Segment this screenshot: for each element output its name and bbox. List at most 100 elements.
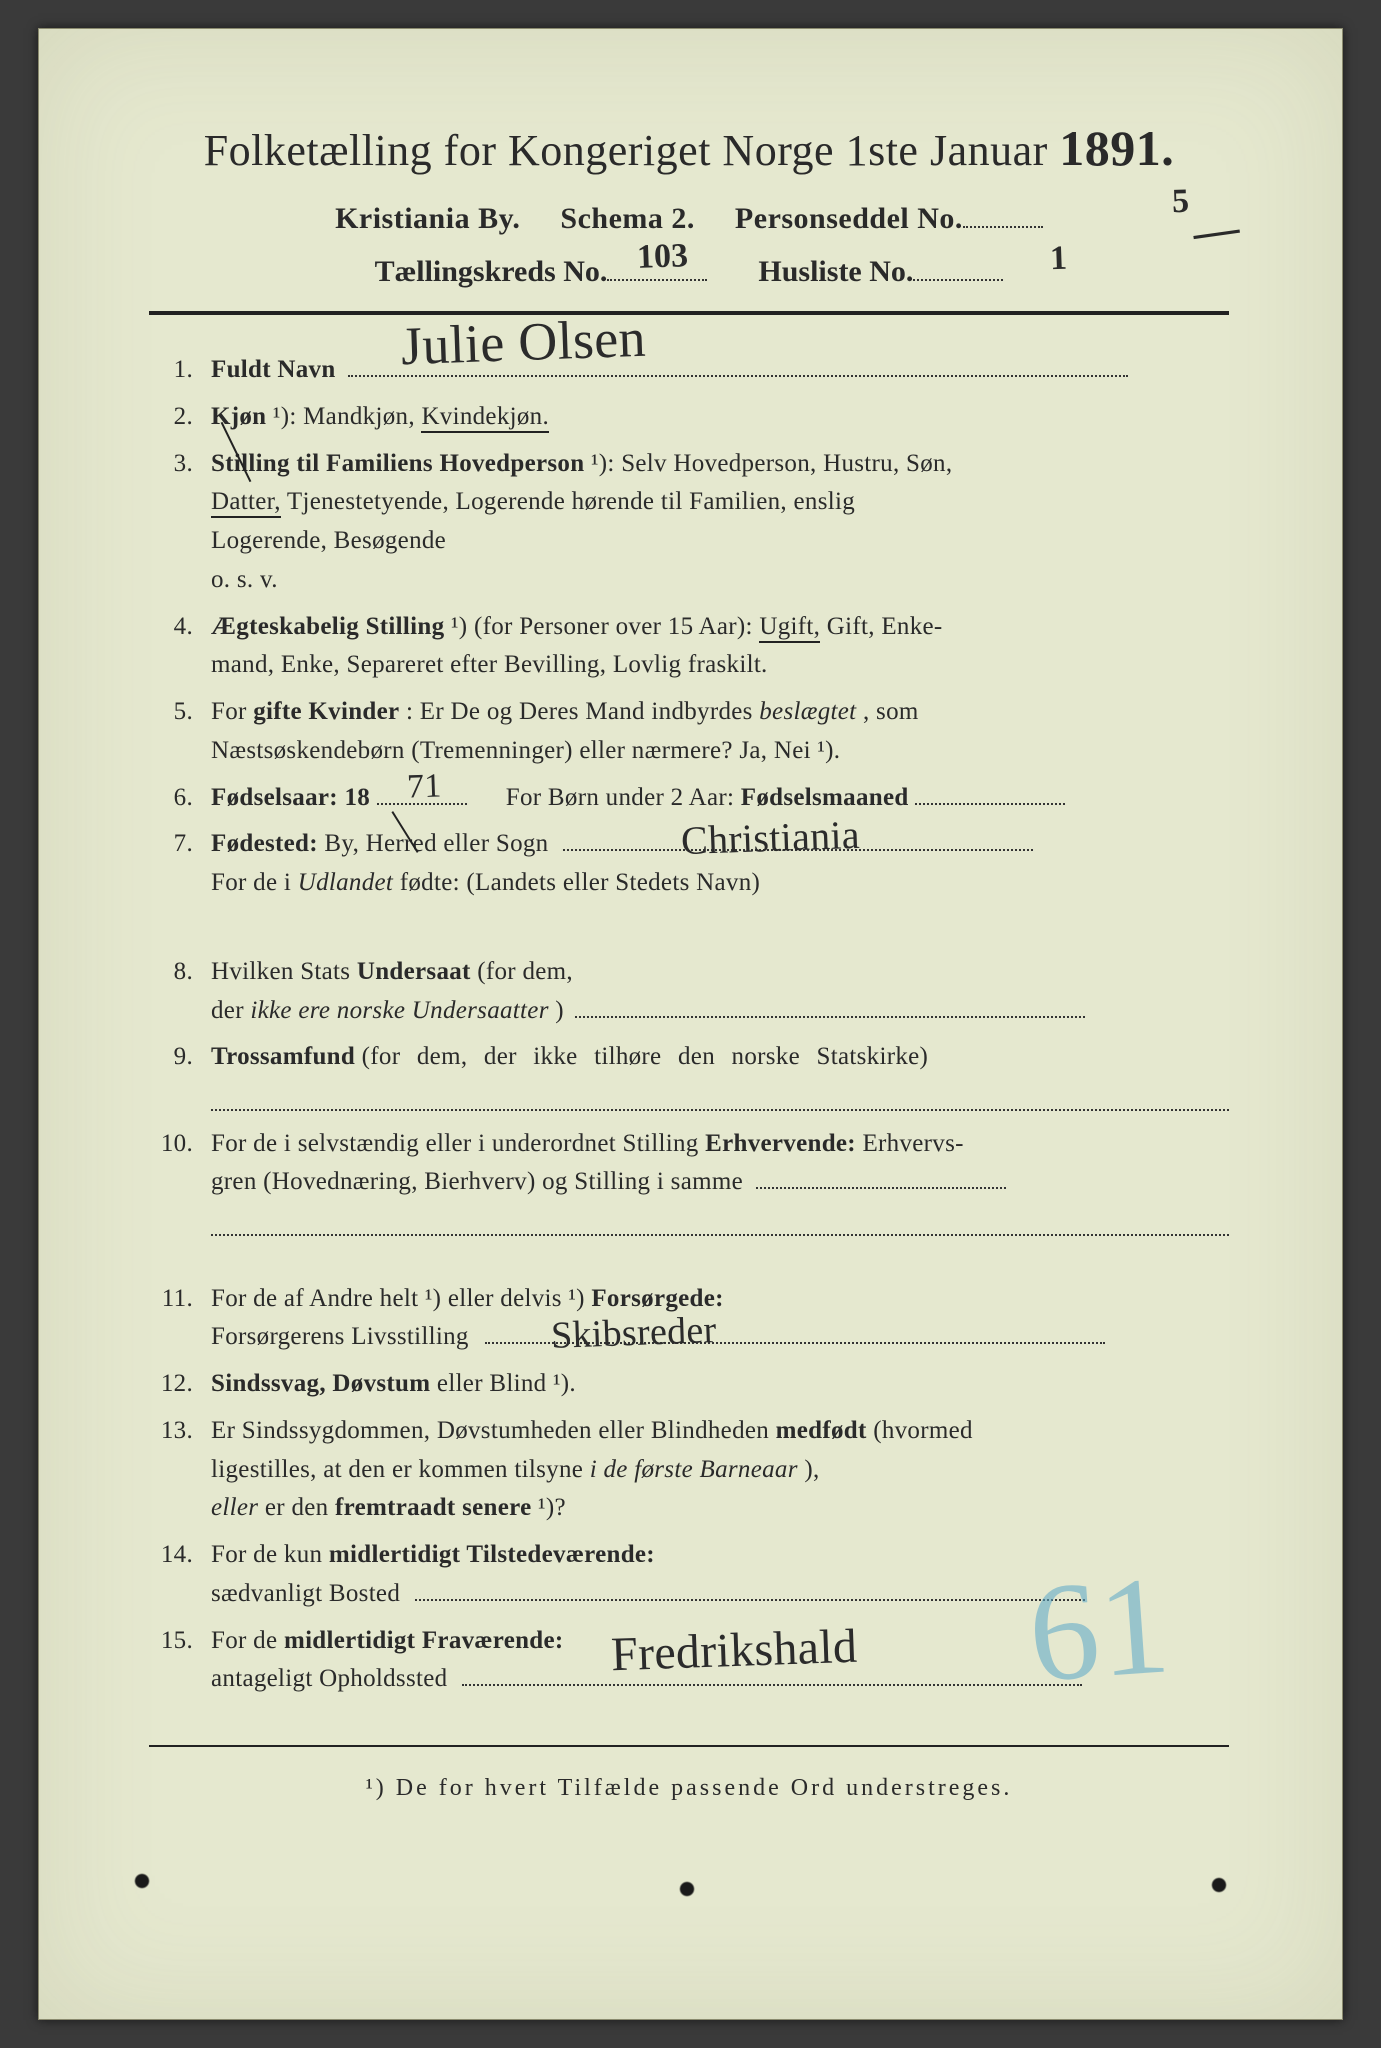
q1: 1. Fuldt Navn Julie Olsen	[149, 351, 1229, 390]
name-value: Julie Olsen	[400, 297, 648, 389]
q10: 10. For de i selvstændig eller i underor…	[149, 1125, 1229, 1242]
personseddel-label: Personseddel No.	[735, 202, 963, 235]
q2-label: Kjøn	[211, 403, 266, 430]
q7-line2b: fødte: (Landets eller Stedets Navn)	[400, 869, 760, 896]
footnote: ¹) De for hvert Tilfælde passende Ord un…	[149, 1775, 1229, 1802]
q3-line1: Selv Hovedperson, Hustru, Søn,	[621, 450, 952, 477]
q13-2b: ),	[804, 1456, 819, 1483]
q6-label: Fødselsaar: 18	[211, 784, 370, 811]
q15-line2: antageligt Opholdssted	[211, 1665, 447, 1692]
punch-hole	[679, 1881, 695, 1897]
punch-hole	[134, 1873, 150, 1889]
q13: 13. Er Sindssygdommen, Døvstumheden elle…	[149, 1412, 1229, 1528]
q13-2a: ligestilles, at den er kommen tilsyne	[211, 1456, 590, 1483]
q14-line2: sædvanligt Bosted	[211, 1580, 400, 1607]
q8-line2i: ikke ere norske Undersaatter	[250, 997, 548, 1024]
personseddel-no: 5	[1171, 183, 1190, 222]
q4: 4. Ægteskabelig Stilling ¹) (for Persone…	[149, 608, 1229, 686]
kreds-no: 103	[636, 237, 688, 277]
q3: 3. Stilling til Familiens Hovedperson ¹)…	[149, 445, 1229, 600]
q5-rest2: , som	[863, 698, 919, 725]
q15-pre: For de	[211, 1627, 284, 1654]
q13-2i: i de første Barneaar	[590, 1456, 798, 1483]
q-num: 9.	[149, 1038, 211, 1116]
q10-pre: For de i selvstændig eller i underordnet…	[211, 1130, 705, 1157]
subtitle-2: Tællingskreds No. Husliste No. 103 1	[149, 254, 1229, 289]
q5-ital: beslægtet	[759, 698, 856, 725]
q13-3i: eller	[211, 1494, 258, 1521]
q9-label: Trossamfund	[211, 1043, 355, 1070]
q5-label: gifte Kvinder	[253, 698, 399, 725]
q9: 9. Trossamfund (for dem, der ikke tilhør…	[149, 1038, 1229, 1116]
q10-rest: Erhvervs-	[862, 1130, 963, 1157]
q12: 12. Sindssvag, Døvstum eller Blind ¹).	[149, 1365, 1229, 1404]
q1-label: Fuldt Navn	[211, 356, 336, 383]
q5: 5. For gifte Kvinder : Er De og Deres Ma…	[149, 693, 1229, 771]
q-num: 8.	[149, 953, 211, 1031]
city: Kristiania By.	[335, 202, 520, 235]
q-num: 12.	[149, 1365, 211, 1404]
q14-pre: For de kun	[211, 1541, 329, 1568]
q8-line2: der	[211, 997, 250, 1024]
q-num: 7.	[149, 825, 211, 903]
q-num: 3.	[149, 445, 211, 600]
q10-label: Erhvervende:	[705, 1130, 856, 1157]
q8: 8. Hvilken Stats Undersaat (for dem, der…	[149, 953, 1229, 1031]
q4-rest: Gift, Enke-	[827, 613, 943, 640]
document-page: Folketælling for Kongeriget Norge 1ste J…	[38, 28, 1343, 2020]
birthplace-value: Christiania	[680, 804, 861, 872]
kreds-label: Tællingskreds No.	[375, 255, 608, 288]
blue-annotation: 61	[1024, 1544, 1175, 1714]
q11-pre: For de af Andre helt ¹) eller delvis ¹)	[211, 1285, 591, 1312]
q4-line2: mand, Enke, Separeret efter Bevilling, L…	[211, 651, 768, 678]
q13-1b: medfødt	[776, 1417, 867, 1444]
q14-label: midlertidigt Tilstedeværende:	[329, 1541, 655, 1568]
q13-3b: fremtraadt senere	[335, 1494, 531, 1521]
q2: 2. Kjøn ¹): Mandkjøn, Kvindekjøn.	[149, 398, 1229, 437]
title-text: Folketælling for Kongeriget Norge 1ste J…	[204, 126, 1060, 175]
q3-label: Stilling til Familiens Hovedperson	[211, 450, 584, 477]
q-num: 5.	[149, 693, 211, 771]
q4-paren: (for Personer over 15 Aar):	[474, 613, 759, 640]
husliste-no: 1	[1049, 240, 1067, 279]
q11: 11. For de af Andre helt ¹) eller delvis…	[149, 1280, 1229, 1358]
q-num: 6.	[149, 779, 211, 818]
birthyear-value: 71	[406, 760, 442, 814]
q13-3a: er den	[265, 1494, 335, 1521]
q12-rest: eller Blind ¹).	[437, 1370, 576, 1397]
q8-line2b: )	[555, 997, 564, 1024]
q3-underlined: Datter,	[211, 488, 281, 518]
q6-mid: For Børn under 2 Aar:	[506, 784, 741, 811]
q2-opt1: Mandkjøn,	[303, 403, 421, 430]
q7-line2i: Udlandet	[298, 869, 393, 896]
q12-label: Sindssvag, Døvstum	[211, 1370, 430, 1397]
q2-underlined: Kvindekjøn.	[421, 403, 549, 433]
q13-1a: Er Sindssygdommen, Døvstumheden eller Bl…	[211, 1417, 776, 1444]
q11-line2: Forsørgerens Livsstilling	[211, 1323, 469, 1350]
q13-3c: ¹)?	[538, 1494, 566, 1521]
q5-line2: Næstsøskendebørn (Tremenninger) eller næ…	[211, 737, 840, 764]
divider-bottom	[149, 1745, 1229, 1747]
q9-rest: (for dem, der ikke tilhøre den norske St…	[362, 1043, 929, 1070]
q3-line2: Tjenestetyende, Logerende hørende til Fa…	[287, 488, 855, 515]
q-num: 11.	[149, 1280, 211, 1358]
q5-pre: For	[211, 698, 253, 725]
q13-1c: (hvormed	[873, 1417, 973, 1444]
q3-line3: Logerende, Besøgende	[211, 527, 446, 554]
q-num: 2.	[149, 398, 211, 437]
q5-rest: : Er De og Deres Mand indbyrdes	[406, 698, 759, 725]
q-num: 15.	[149, 1622, 211, 1700]
q10-line2: gren (Hovednæring, Bierhverv) og Stillin…	[211, 1168, 743, 1195]
q8-label: Undersaat	[357, 958, 471, 985]
divider	[149, 311, 1229, 315]
q3-line4: o. s. v.	[211, 566, 278, 593]
q7-rest: By, Herred eller Sogn	[324, 830, 548, 857]
q7: 7. Fødested: By, Herred eller Sogn Chris…	[149, 825, 1229, 903]
q8-pre: Hvilken Stats	[211, 958, 357, 985]
q-num: 1.	[149, 351, 211, 390]
absent-value: Fredrikshald	[610, 1609, 859, 1692]
q-num: 14.	[149, 1536, 211, 1614]
schema: Schema 2.	[560, 202, 695, 235]
main-title: Folketælling for Kongeriget Norge 1ste J…	[149, 119, 1229, 177]
husliste-label: Husliste No.	[758, 255, 913, 288]
